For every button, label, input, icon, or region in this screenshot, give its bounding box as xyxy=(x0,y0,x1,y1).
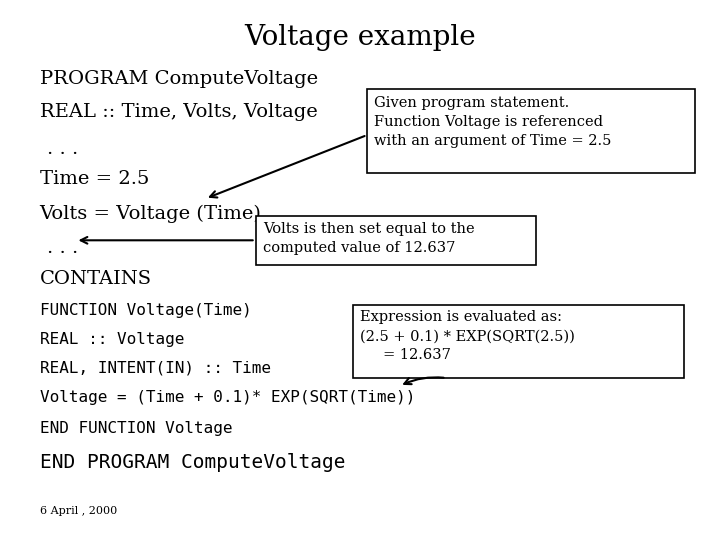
Text: Given program statement.
Function Voltage is referenced
with an argument of Time: Given program statement. Function Voltag… xyxy=(374,96,612,148)
Text: END FUNCTION Voltage: END FUNCTION Voltage xyxy=(40,421,232,436)
Text: REAL :: Time, Volts, Voltage: REAL :: Time, Volts, Voltage xyxy=(40,103,318,120)
Text: CONTAINS: CONTAINS xyxy=(40,270,152,288)
Text: 6 April , 2000: 6 April , 2000 xyxy=(40,505,117,516)
Text: REAL :: Voltage: REAL :: Voltage xyxy=(40,332,184,347)
FancyBboxPatch shape xyxy=(256,216,536,265)
Text: REAL, INTENT(IN) :: Time: REAL, INTENT(IN) :: Time xyxy=(40,361,271,376)
Text: Time = 2.5: Time = 2.5 xyxy=(40,170,149,188)
FancyBboxPatch shape xyxy=(353,305,684,378)
Text: END PROGRAM ComputeVoltage: END PROGRAM ComputeVoltage xyxy=(40,453,345,471)
Text: . . .: . . . xyxy=(47,140,78,158)
Text: . . .: . . . xyxy=(47,239,78,256)
Text: Volts = Voltage (Time): Volts = Voltage (Time) xyxy=(40,205,261,224)
Text: Expression is evaluated as:
(2.5 + 0.1) * EXP(SQRT(2.5))
     = 12.637: Expression is evaluated as: (2.5 + 0.1) … xyxy=(360,310,575,362)
Text: Voltage example: Voltage example xyxy=(244,24,476,51)
FancyBboxPatch shape xyxy=(367,89,695,173)
Text: Voltage = (Time + 0.1)* EXP(SQRT(Time)): Voltage = (Time + 0.1)* EXP(SQRT(Time)) xyxy=(40,390,415,405)
Text: Volts is then set equal to the
computed value of 12.637: Volts is then set equal to the computed … xyxy=(263,222,474,255)
Text: FUNCTION Voltage(Time): FUNCTION Voltage(Time) xyxy=(40,303,251,319)
Text: PROGRAM ComputeVoltage: PROGRAM ComputeVoltage xyxy=(40,70,318,88)
